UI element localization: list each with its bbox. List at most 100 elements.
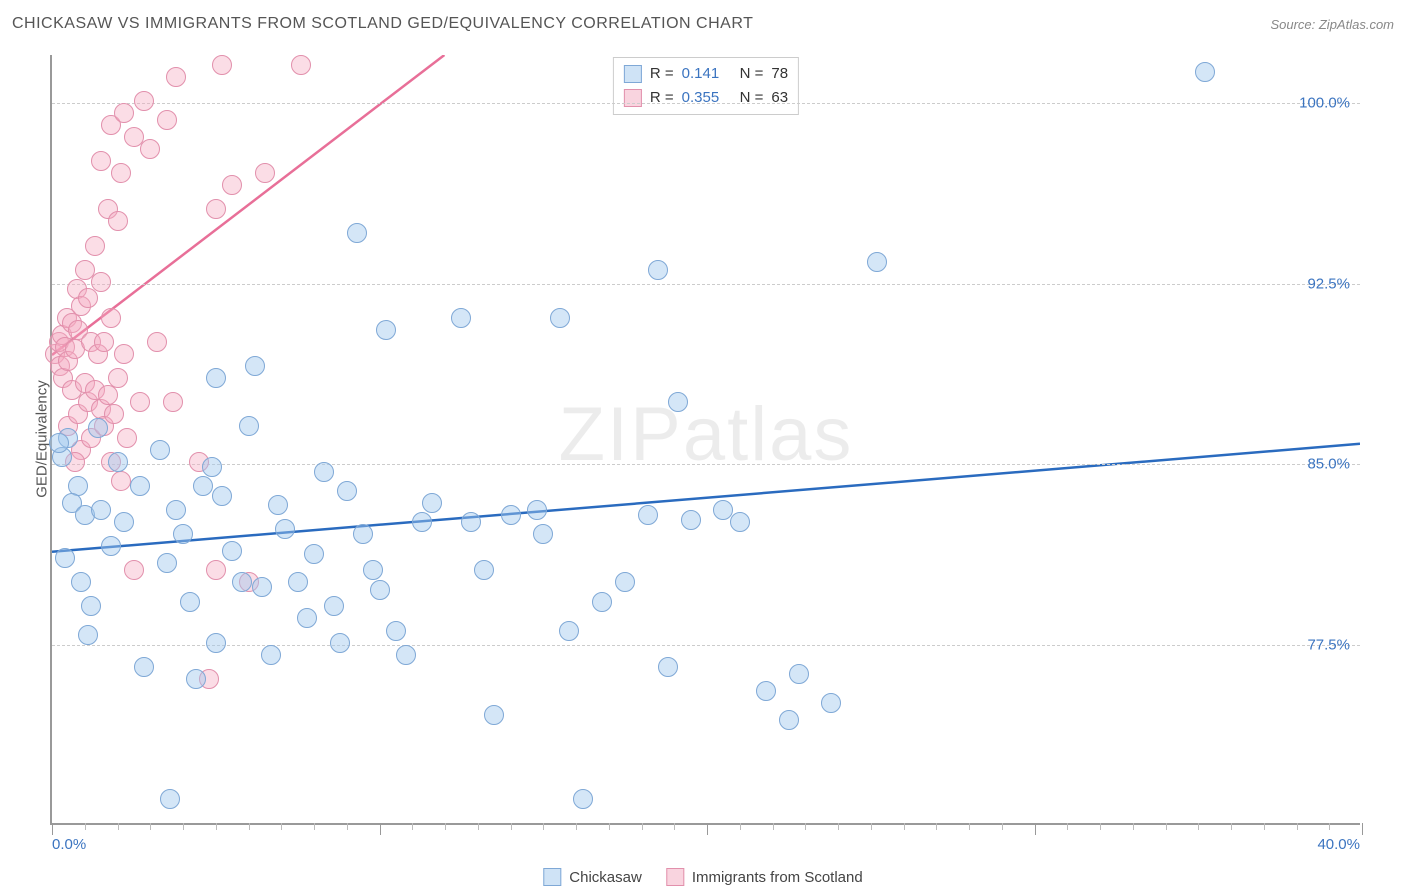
data-point (573, 789, 593, 809)
data-point (206, 633, 226, 653)
x-tick (380, 823, 381, 835)
data-point (134, 657, 154, 677)
x-tick (347, 823, 348, 830)
data-point (232, 572, 252, 592)
data-point (550, 308, 570, 328)
data-point (124, 560, 144, 580)
legend-label-b: Immigrants from Scotland (692, 869, 863, 886)
data-point (166, 500, 186, 520)
data-point (101, 308, 121, 328)
data-point (108, 368, 128, 388)
data-point (291, 55, 311, 75)
data-point (111, 471, 131, 491)
swatch-series-b (624, 89, 642, 107)
x-tick (249, 823, 250, 830)
data-point (98, 385, 118, 405)
data-point (212, 486, 232, 506)
data-point (412, 512, 432, 532)
x-tick (576, 823, 577, 830)
swatch-series-a (624, 65, 642, 83)
data-point (386, 621, 406, 641)
data-point (239, 416, 259, 436)
data-point (85, 236, 105, 256)
x-tick (871, 823, 872, 830)
gridline (52, 464, 1360, 465)
trend-line (52, 444, 1360, 552)
x-tick (281, 823, 282, 830)
data-point (222, 541, 242, 561)
stat-n-label: N = (740, 86, 764, 110)
data-point (114, 512, 134, 532)
data-point (527, 500, 547, 520)
data-point (474, 560, 494, 580)
stats-row-b: R = 0.355 N = 63 (624, 86, 788, 110)
data-point (186, 669, 206, 689)
x-tick (969, 823, 970, 830)
data-point (255, 163, 275, 183)
data-point (559, 621, 579, 641)
source-label: Source: ZipAtlas.com (1270, 17, 1394, 32)
data-point (347, 223, 367, 243)
data-point (668, 392, 688, 412)
legend-label-a: Chickasaw (569, 869, 642, 886)
stat-n-label: N = (740, 62, 764, 86)
data-point (245, 356, 265, 376)
data-point (206, 560, 226, 580)
data-point (140, 139, 160, 159)
stat-r-a: 0.141 (682, 62, 732, 86)
stat-n-b: 63 (771, 86, 788, 110)
data-point (111, 163, 131, 183)
data-point (370, 580, 390, 600)
data-point (101, 536, 121, 556)
x-axis-min-label: 0.0% (52, 836, 86, 853)
data-point (638, 505, 658, 525)
data-point (78, 625, 98, 645)
chart-title: CHICKASAW VS IMMIGRANTS FROM SCOTLAND GE… (12, 15, 753, 33)
data-point (91, 272, 111, 292)
data-point (730, 512, 750, 532)
data-point (330, 633, 350, 653)
data-point (252, 577, 272, 597)
x-tick (412, 823, 413, 830)
data-point (91, 151, 111, 171)
data-point (193, 476, 213, 496)
y-tick-label: 85.0% (1307, 456, 1350, 473)
data-point (150, 440, 170, 460)
x-tick (773, 823, 774, 830)
x-tick (838, 823, 839, 830)
data-point (160, 789, 180, 809)
legend: Chickasaw Immigrants from Scotland (543, 868, 862, 886)
x-tick (1297, 823, 1298, 830)
data-point (867, 252, 887, 272)
data-point (78, 288, 98, 308)
gridline (52, 103, 1360, 104)
x-tick (52, 823, 53, 835)
x-tick (1231, 823, 1232, 830)
watermark: ZIPatlas (559, 391, 854, 478)
data-point (88, 418, 108, 438)
data-point (157, 553, 177, 573)
data-point (363, 560, 383, 580)
data-point (173, 524, 193, 544)
data-point (114, 103, 134, 123)
data-point (304, 544, 324, 564)
x-tick (1166, 823, 1167, 830)
data-point (180, 592, 200, 612)
data-point (134, 91, 154, 111)
y-tick-label: 77.5% (1307, 636, 1350, 653)
x-tick (1264, 823, 1265, 830)
stats-row-a: R = 0.141 N = 78 (624, 62, 788, 86)
stat-r-b: 0.355 (682, 86, 732, 110)
data-point (108, 211, 128, 231)
data-point (297, 608, 317, 628)
y-axis-label: GED/Equivalency (34, 380, 51, 498)
data-point (484, 705, 504, 725)
swatch-icon (666, 868, 684, 886)
x-tick (445, 823, 446, 830)
x-tick (805, 823, 806, 830)
data-point (91, 500, 111, 520)
data-point (1195, 62, 1215, 82)
x-tick (674, 823, 675, 830)
data-point (212, 55, 232, 75)
x-tick (1198, 823, 1199, 830)
